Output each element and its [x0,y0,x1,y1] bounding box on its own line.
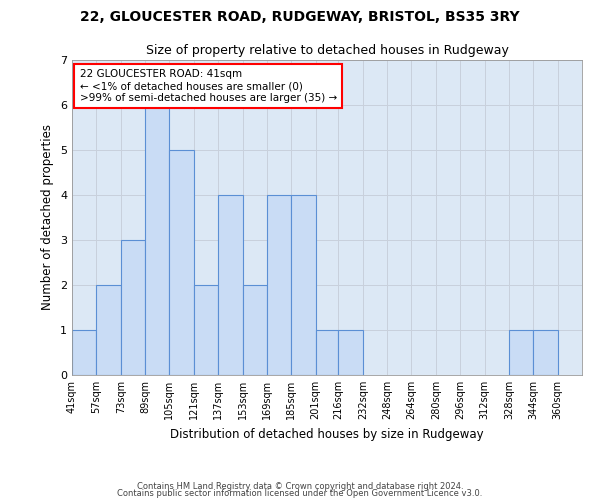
Text: 22 GLOUCESTER ROAD: 41sqm
← <1% of detached houses are smaller (0)
>99% of semi-: 22 GLOUCESTER ROAD: 41sqm ← <1% of detac… [80,70,337,102]
Bar [194,285,218,375]
Bar [338,330,363,375]
Bar [509,330,533,375]
Bar [533,330,557,375]
Bar [218,195,242,375]
Bar [267,195,291,375]
Title: Size of property relative to detached houses in Rudgeway: Size of property relative to detached ho… [146,44,508,58]
Bar [145,105,169,375]
Text: Contains public sector information licensed under the Open Government Licence v3: Contains public sector information licen… [118,490,482,498]
Bar [72,330,97,375]
Bar [97,285,121,375]
Bar [242,285,267,375]
Y-axis label: Number of detached properties: Number of detached properties [41,124,55,310]
Text: 22, GLOUCESTER ROAD, RUDGEWAY, BRISTOL, BS35 3RY: 22, GLOUCESTER ROAD, RUDGEWAY, BRISTOL, … [80,10,520,24]
Text: Contains HM Land Registry data © Crown copyright and database right 2024.: Contains HM Land Registry data © Crown c… [137,482,463,491]
Bar [121,240,145,375]
Bar [316,330,338,375]
X-axis label: Distribution of detached houses by size in Rudgeway: Distribution of detached houses by size … [170,428,484,440]
Bar [291,195,316,375]
Bar [169,150,194,375]
